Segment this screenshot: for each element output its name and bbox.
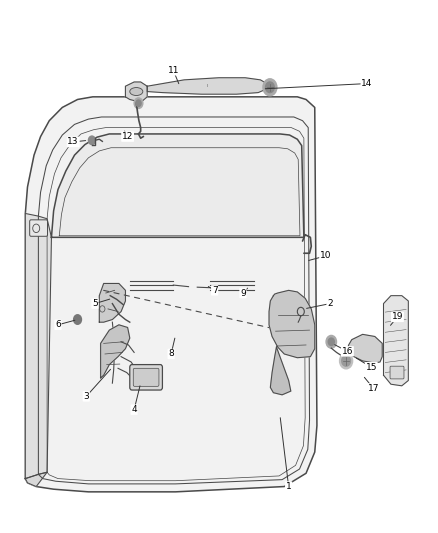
- Polygon shape: [101, 325, 130, 378]
- Ellipse shape: [130, 87, 143, 95]
- Text: 6: 6: [55, 320, 61, 329]
- Polygon shape: [125, 82, 147, 101]
- Text: 17: 17: [368, 384, 379, 393]
- Text: II: II: [207, 84, 209, 88]
- FancyBboxPatch shape: [30, 220, 47, 236]
- Circle shape: [88, 136, 95, 144]
- Text: 15: 15: [366, 363, 377, 372]
- Text: 4: 4: [131, 405, 137, 414]
- Circle shape: [134, 98, 143, 109]
- Text: 1: 1: [286, 482, 292, 491]
- Text: 16: 16: [342, 347, 353, 356]
- Text: 14: 14: [361, 79, 373, 88]
- Circle shape: [263, 79, 277, 96]
- Text: 3: 3: [83, 392, 89, 401]
- Polygon shape: [147, 78, 267, 94]
- Polygon shape: [51, 134, 304, 237]
- FancyBboxPatch shape: [133, 368, 159, 386]
- Circle shape: [326, 335, 336, 348]
- Text: 9: 9: [240, 288, 246, 297]
- Text: 8: 8: [168, 350, 174, 359]
- Circle shape: [136, 100, 141, 107]
- Circle shape: [328, 338, 334, 345]
- Polygon shape: [25, 214, 51, 479]
- Polygon shape: [25, 472, 47, 487]
- Text: 2: 2: [327, 299, 333, 308]
- Polygon shape: [384, 296, 408, 386]
- Polygon shape: [25, 97, 317, 492]
- FancyBboxPatch shape: [130, 365, 162, 390]
- FancyBboxPatch shape: [390, 366, 404, 379]
- Polygon shape: [270, 347, 291, 395]
- Polygon shape: [269, 290, 315, 358]
- Text: 5: 5: [92, 299, 98, 308]
- Circle shape: [265, 82, 274, 93]
- Text: 13: 13: [67, 138, 79, 147]
- Polygon shape: [347, 334, 382, 363]
- Text: 7: 7: [212, 286, 218, 295]
- Circle shape: [74, 315, 81, 324]
- Polygon shape: [99, 284, 125, 322]
- Circle shape: [342, 356, 350, 366]
- Circle shape: [339, 353, 353, 369]
- Text: 12: 12: [122, 132, 133, 141]
- Text: 19: 19: [392, 312, 403, 321]
- Text: 10: 10: [320, 252, 332, 261]
- Text: 11: 11: [168, 66, 179, 75]
